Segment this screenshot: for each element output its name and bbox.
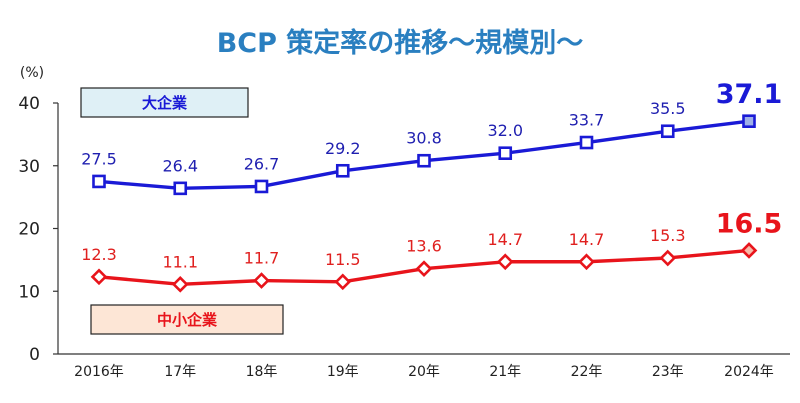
data-label: 37.1 [716, 79, 783, 110]
data-label: 11.5 [325, 250, 361, 269]
data-label: 14.7 [487, 230, 523, 249]
data-label: 32.0 [487, 121, 523, 140]
data-point [92, 174, 106, 189]
data-point [335, 163, 350, 178]
x-tick-label: 18年 [246, 364, 278, 380]
data-point [740, 242, 758, 259]
data-point [90, 268, 108, 286]
data-point [498, 146, 513, 160]
x-tick-label: 19年 [327, 364, 359, 380]
data-point [334, 273, 352, 291]
data-label: 29.2 [325, 139, 361, 158]
legend-large: 大企業 [80, 87, 249, 118]
x-tick-group: 2016年 17年 18年 19年 20年 21年 22年 23年 2024年 [74, 364, 774, 380]
data-label: 13.6 [406, 237, 442, 256]
series-sme: 12.3 11.1 11.7 11.5 13.6 14.7 14.7 15.3 16.5 [81, 208, 783, 293]
data-label: 11.7 [244, 249, 280, 268]
x-tick-label: 23年 [652, 364, 684, 380]
data-point [742, 114, 756, 128]
legend-label: 中小企業 [157, 311, 218, 329]
data-point [173, 181, 188, 196]
data-point [660, 124, 675, 139]
y-tick-group: 0 10 20 30 40 [18, 94, 58, 365]
data-label: 35.5 [650, 99, 686, 118]
x-tick-label: 17年 [164, 364, 196, 380]
data-point [579, 135, 594, 150]
series-large: 27.5 26.4 26.7 29.2 30.8 32.0 33.7 35.5 37.1 [81, 79, 783, 196]
data-label: 16.5 [716, 208, 783, 239]
data-label: 12.3 [81, 245, 117, 264]
y-tick-label: 10 [18, 282, 40, 302]
x-tick-label: 20年 [408, 364, 440, 380]
data-point [253, 272, 270, 289]
legend-box [90, 304, 284, 335]
y-tick-label: 20 [18, 220, 40, 240]
data-label: 15.3 [650, 226, 686, 245]
data-point [254, 179, 269, 194]
y-unit-label: (%) [20, 65, 44, 81]
data-point [415, 260, 433, 277]
y-tick-label: 0 [29, 345, 40, 365]
x-tick-label: 2024年 [724, 364, 774, 380]
x-tick-label: 21年 [489, 364, 521, 380]
data-point [578, 253, 595, 271]
data-label: 11.1 [162, 252, 198, 271]
legend-label: 大企業 [142, 94, 188, 112]
chart-title: BCP 策定率の推移～規模別～ [217, 27, 584, 59]
x-tick-label: 2016年 [74, 364, 124, 380]
data-label: 26.7 [244, 154, 280, 173]
data-label: 26.4 [162, 156, 198, 175]
data-label: 33.7 [569, 111, 605, 130]
data-label: 27.5 [81, 149, 117, 168]
data-point [417, 153, 431, 168]
data-point [171, 276, 189, 293]
data-point [659, 249, 677, 267]
y-tick-label: 40 [18, 94, 40, 114]
data-label: 30.8 [406, 129, 442, 148]
data-point [496, 253, 514, 271]
series-group: 27.5 26.4 26.7 29.2 30.8 32.0 33.7 35.5 37.1 12.3… [81, 79, 783, 293]
x-tick-label: 22年 [571, 364, 603, 380]
legend-box [80, 87, 249, 118]
data-label: 14.7 [569, 230, 605, 249]
legend-sme: 中小企業 [90, 304, 284, 335]
y-tick-label: 30 [18, 157, 40, 177]
